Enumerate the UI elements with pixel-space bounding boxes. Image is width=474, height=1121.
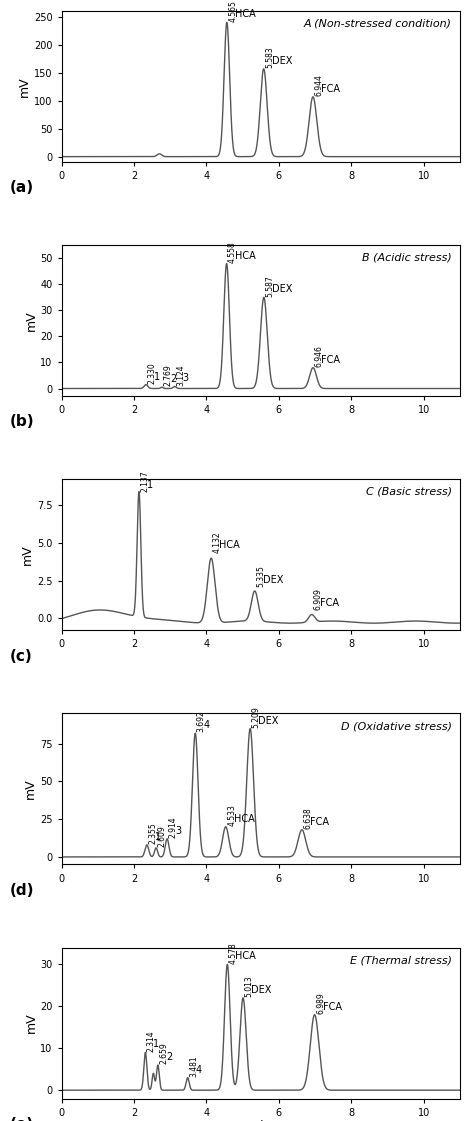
Text: D (Oxidative stress): D (Oxidative stress) bbox=[341, 721, 452, 731]
Text: 3: 3 bbox=[182, 373, 189, 383]
Text: 4.132: 4.132 bbox=[213, 531, 222, 553]
Text: 1: 1 bbox=[147, 480, 153, 490]
Text: 5.587: 5.587 bbox=[265, 275, 274, 297]
Text: DEX: DEX bbox=[258, 715, 279, 725]
Y-axis label: mV: mV bbox=[21, 545, 34, 565]
Text: FCA: FCA bbox=[321, 84, 340, 94]
Text: 6.638: 6.638 bbox=[303, 807, 312, 830]
Y-axis label: mV: mV bbox=[18, 76, 31, 98]
Text: 5.583: 5.583 bbox=[265, 46, 274, 68]
Text: A (Non-stressed condition): A (Non-stressed condition) bbox=[304, 19, 452, 29]
Y-axis label: mV: mV bbox=[25, 1012, 37, 1034]
Text: 2.609: 2.609 bbox=[157, 825, 166, 847]
Text: DEX: DEX bbox=[272, 56, 292, 66]
Text: (d): (d) bbox=[10, 882, 34, 898]
Text: C (Basic stress): C (Basic stress) bbox=[366, 487, 452, 497]
Text: 6.944: 6.944 bbox=[314, 74, 323, 96]
Text: 4.533: 4.533 bbox=[227, 804, 236, 826]
Text: DEX: DEX bbox=[263, 575, 283, 585]
Text: 2.330: 2.330 bbox=[147, 362, 156, 383]
Text: 2: 2 bbox=[166, 1051, 172, 1062]
Text: 3.692: 3.692 bbox=[197, 711, 206, 732]
Text: FCA: FCA bbox=[323, 1002, 342, 1011]
Text: 1: 1 bbox=[154, 371, 160, 381]
Text: 1: 1 bbox=[154, 1039, 159, 1049]
Text: HCA: HCA bbox=[219, 540, 240, 550]
Y-axis label: mV: mV bbox=[25, 311, 37, 331]
Text: 5.209: 5.209 bbox=[252, 706, 261, 728]
Text: 1: 1 bbox=[155, 832, 161, 842]
Text: 4.578: 4.578 bbox=[229, 942, 238, 964]
Text: HCA: HCA bbox=[235, 250, 255, 260]
Text: B (Acidic stress): B (Acidic stress) bbox=[362, 253, 452, 262]
Text: FCA: FCA bbox=[310, 817, 329, 827]
Text: (e): (e) bbox=[10, 1117, 34, 1121]
Text: DEX: DEX bbox=[251, 985, 272, 994]
Text: 3.124: 3.124 bbox=[176, 364, 185, 386]
Text: 4.565: 4.565 bbox=[228, 0, 237, 21]
Text: 2: 2 bbox=[170, 374, 176, 385]
Text: 2.355: 2.355 bbox=[148, 823, 157, 844]
Text: 2.769: 2.769 bbox=[164, 364, 172, 387]
Text: 6.909: 6.909 bbox=[313, 589, 322, 610]
Text: 4.558: 4.558 bbox=[228, 241, 237, 262]
Text: 2.137: 2.137 bbox=[140, 471, 149, 492]
Text: FCA: FCA bbox=[321, 354, 340, 364]
Y-axis label: mV: mV bbox=[24, 779, 37, 799]
Text: 2.914: 2.914 bbox=[169, 816, 178, 839]
Text: 4: 4 bbox=[203, 720, 210, 730]
Text: (b): (b) bbox=[10, 415, 35, 429]
Text: (c): (c) bbox=[10, 649, 33, 664]
Text: 4: 4 bbox=[196, 1065, 202, 1075]
Text: DEX: DEX bbox=[272, 285, 292, 295]
Text: HCA: HCA bbox=[235, 9, 255, 19]
Text: 6.946: 6.946 bbox=[314, 345, 323, 367]
Text: 5.013: 5.013 bbox=[245, 975, 254, 998]
Text: 3.481: 3.481 bbox=[189, 1055, 198, 1077]
Text: E (Thermal stress): E (Thermal stress) bbox=[350, 955, 452, 965]
Text: 6.989: 6.989 bbox=[316, 992, 325, 1013]
Text: 2.314: 2.314 bbox=[147, 1030, 156, 1051]
Text: (a): (a) bbox=[10, 180, 34, 195]
Text: HCA: HCA bbox=[234, 814, 255, 824]
Text: 3: 3 bbox=[175, 826, 181, 836]
Text: FCA: FCA bbox=[319, 597, 338, 608]
Text: 5.335: 5.335 bbox=[256, 565, 265, 587]
Text: HCA: HCA bbox=[235, 952, 256, 962]
Text: 2.659: 2.659 bbox=[159, 1043, 168, 1064]
